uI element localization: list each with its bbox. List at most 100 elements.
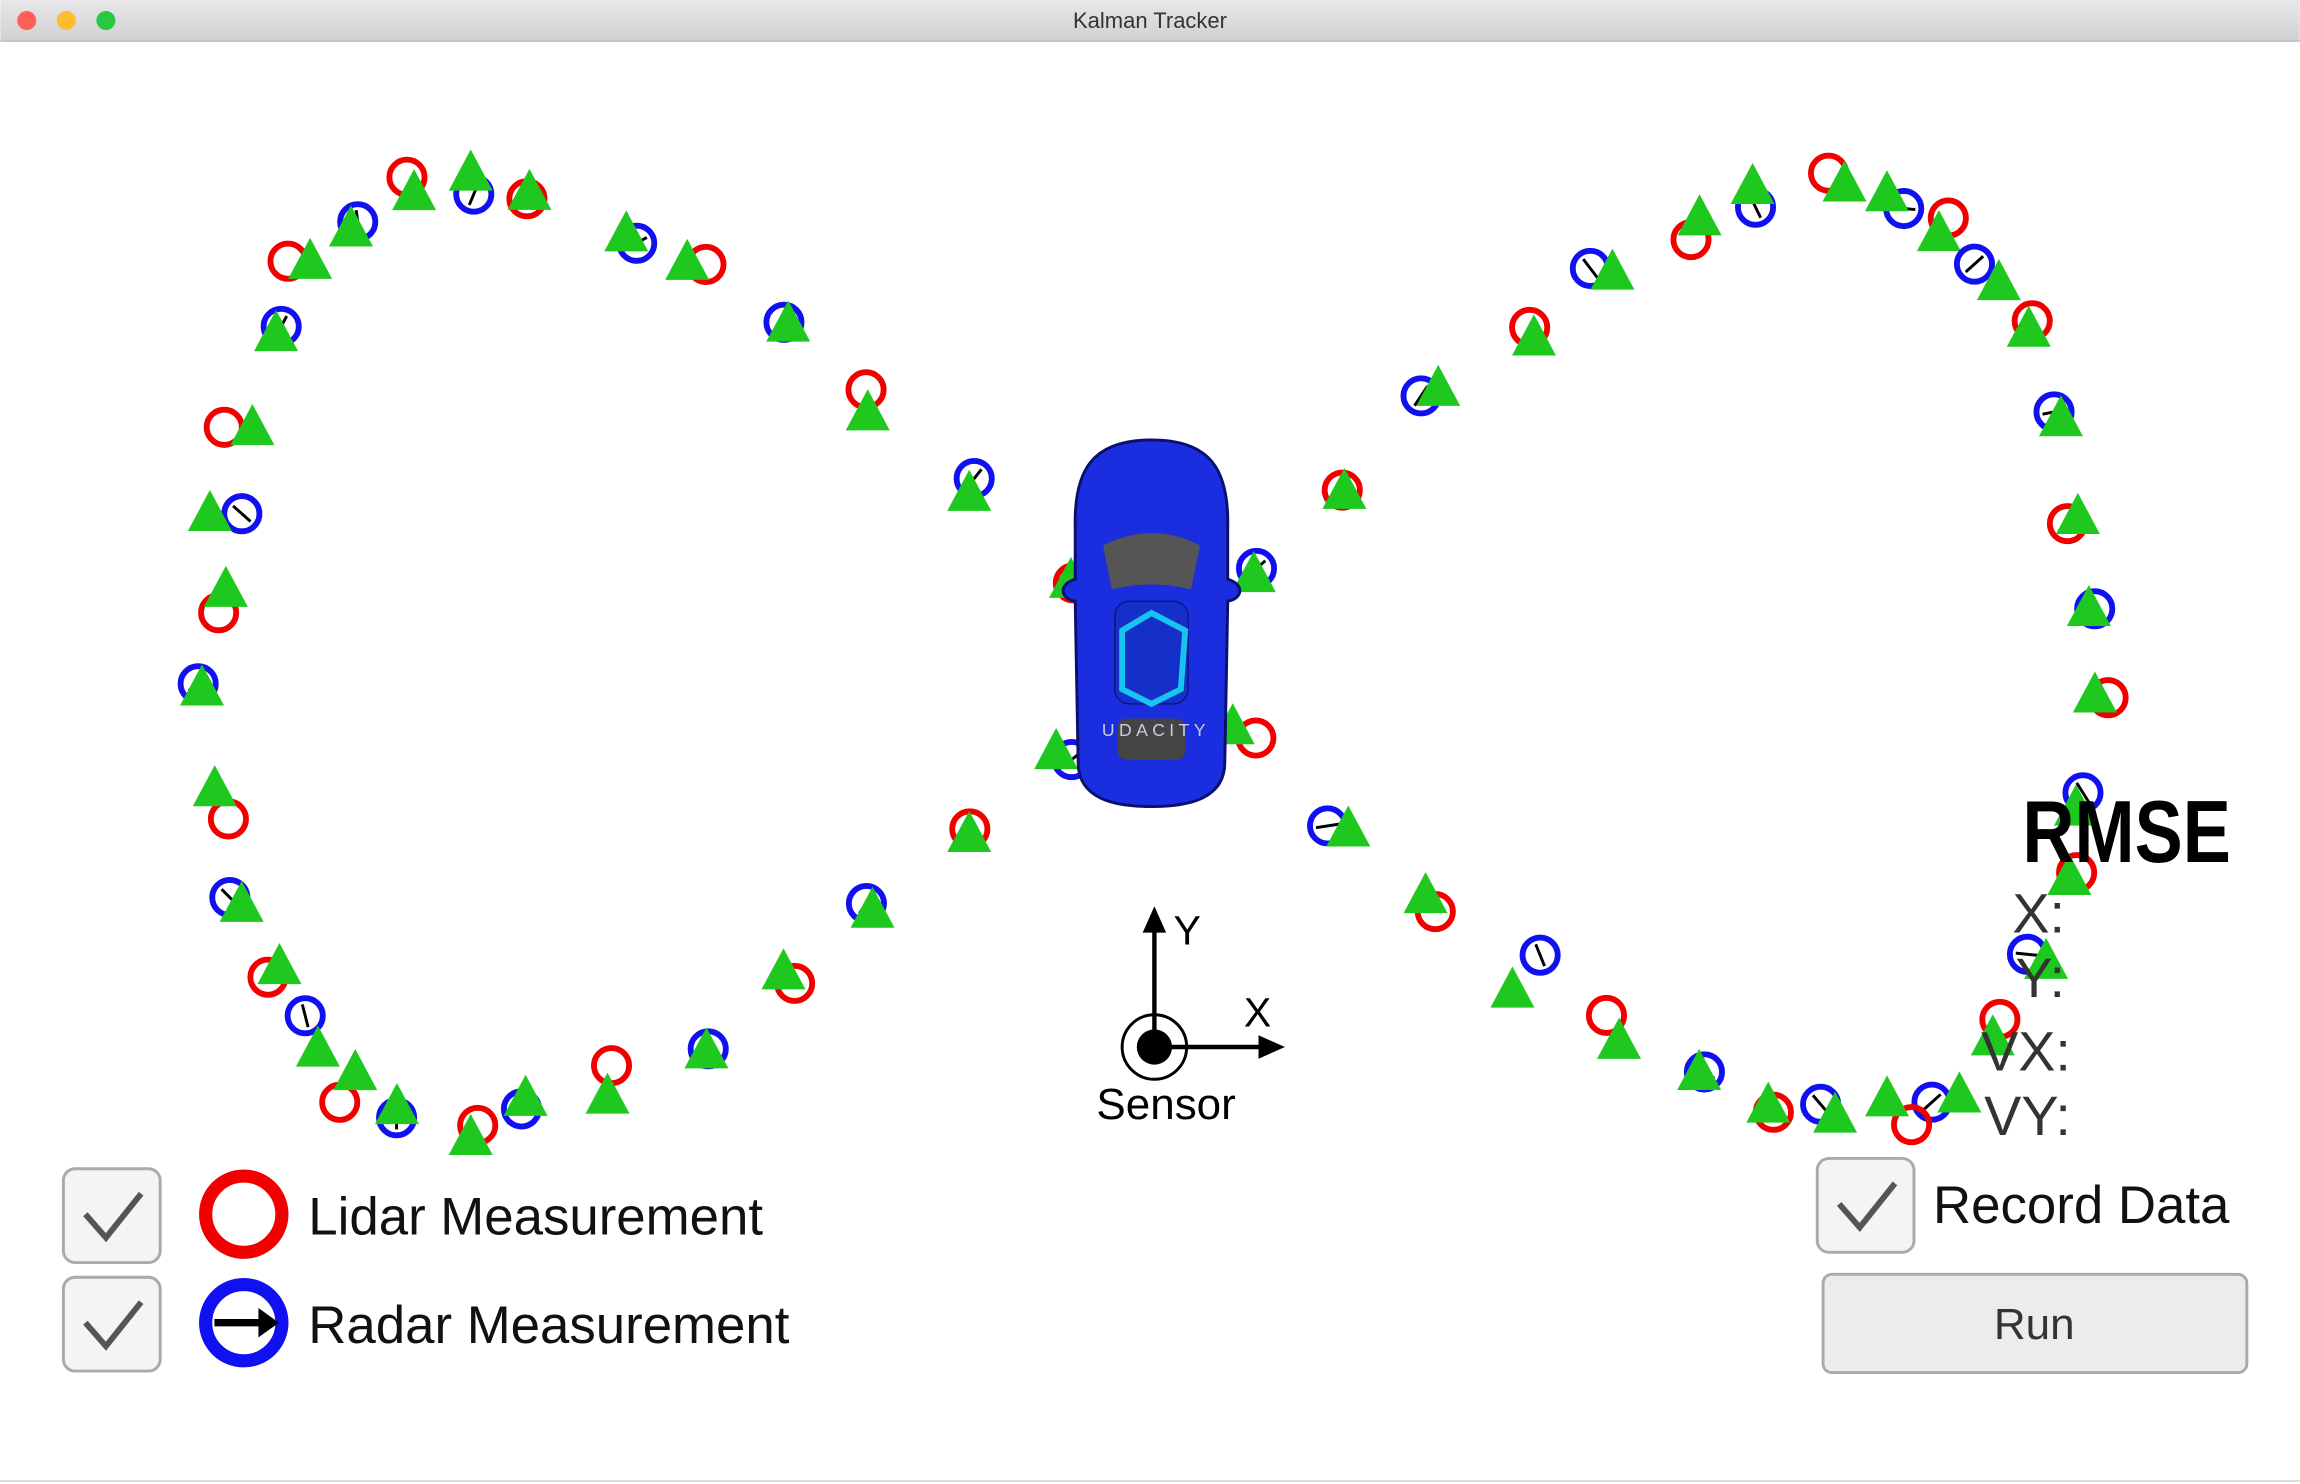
estimate-marker: [187, 489, 232, 532]
radar-legend-label: Radar Measurement: [308, 1296, 789, 1355]
estimate-marker: [507, 168, 552, 210]
zoom-button[interactable]: [96, 10, 116, 31]
sensor-label: Sensor: [1096, 1080, 1235, 1129]
estimate-marker: [180, 664, 224, 706]
estimate-marker: [665, 238, 710, 280]
radar-arrow: [1534, 943, 1546, 967]
estimate-marker: [684, 1027, 729, 1069]
radar-arrow: [2015, 951, 2040, 957]
lidar-checkbox[interactable]: [61, 1167, 162, 1265]
estimate-marker: [1730, 162, 1775, 205]
checkbox-box[interactable]: [61, 1167, 162, 1265]
estimate-marker: [254, 310, 299, 352]
estimate-marker: [1231, 551, 1276, 593]
radar-arrow: [232, 504, 252, 523]
radar-arrow: [300, 1004, 310, 1028]
estimate-marker: [192, 765, 237, 807]
estimate-marker: [2006, 305, 2051, 347]
car-brand: UDACITY: [1102, 720, 1210, 740]
estimate-marker: [585, 1072, 630, 1114]
minimize-button[interactable]: [56, 10, 76, 31]
estimate-marker: [288, 237, 333, 279]
radar-arrow: [1922, 1093, 1942, 1112]
estimate-marker: [1822, 160, 1867, 202]
check-mark: [83, 1300, 144, 1351]
estimate-marker: [2038, 395, 2083, 437]
estimate-marker: [503, 1074, 548, 1116]
window-title: Kalman Tracker: [1073, 8, 1227, 33]
estimate-marker: [295, 1025, 340, 1067]
radar-arrow: [1582, 258, 1599, 279]
estimate-marker: [2055, 492, 2100, 534]
x-axis-label: X: [1244, 989, 1271, 1035]
sensor-dot: [1136, 1029, 1172, 1065]
estimate-marker: [1326, 805, 1371, 847]
estimate-marker: [1746, 1081, 1791, 1123]
estimate-marker: [448, 149, 493, 191]
estimate-marker: [947, 469, 992, 511]
estimate-marker: [219, 880, 264, 922]
radar-legend-icon: [199, 1277, 289, 1368]
estimate-marker: [333, 1049, 378, 1091]
estimate-marker: [1976, 259, 2021, 301]
estimate-marker: [1970, 1014, 2015, 1056]
sensor-axes: Y X Sensor: [1096, 906, 1285, 1129]
car-rear-window: [1117, 718, 1186, 760]
sensor-ring: [1120, 1013, 1189, 1081]
estimate-marker: [1597, 1017, 1642, 1059]
rmse-title: RMSE: [2022, 784, 2230, 882]
lidar-legend-icon: [199, 1169, 289, 1259]
estimate-marker: [1590, 248, 1635, 290]
check-mark: [1837, 1181, 1898, 1232]
estimate-marker: [1865, 1075, 1910, 1117]
close-button[interactable]: [17, 10, 37, 31]
estimate-marker: [1490, 966, 1535, 1008]
run-label[interactable]: Run: [1994, 1300, 2075, 1349]
estimate-marker: [448, 1113, 493, 1155]
x-arrow-head: [1258, 1035, 1285, 1059]
car-windshield: [1103, 533, 1200, 590]
estimate-marker: [1034, 728, 1079, 770]
checkbox-box[interactable]: [1815, 1156, 1916, 1254]
estimate-marker: [374, 1083, 419, 1125]
radar-marker: [1953, 243, 1996, 285]
estimate-marker: [1677, 1048, 1722, 1090]
radar-marker: [284, 995, 326, 1037]
estimate-marker: [392, 169, 437, 211]
estimate-marker: [766, 300, 811, 342]
record-label: Record Data: [1933, 1176, 2230, 1235]
estimate-marker: [203, 565, 248, 607]
rmse-y-label: Y:: [2015, 947, 2065, 1009]
radar-checkbox[interactable]: [61, 1275, 162, 1373]
title-bar: [0, 0, 2300, 42]
y-axis-label: Y: [1173, 907, 1200, 953]
estimate-marker: [1322, 467, 1367, 509]
record-checkbox[interactable]: [1815, 1156, 1916, 1254]
estimate-marker: [2024, 937, 2069, 979]
radar-arrow: [2075, 782, 2091, 804]
estimate-marker: [328, 205, 373, 247]
estimate-marker: [230, 404, 275, 446]
estimate-marker: [1916, 210, 1961, 252]
checkbox-box[interactable]: [61, 1275, 162, 1373]
estimate-marker: [1511, 314, 1556, 356]
check-mark: [83, 1191, 144, 1243]
radar-legend-arrow-head: [258, 1308, 279, 1338]
run-button[interactable]: [1821, 1272, 2249, 1375]
estimate-marker: [845, 389, 890, 431]
estimate-marker: [257, 943, 302, 985]
radar-marker: [1519, 934, 1561, 976]
estimate-marker: [1403, 872, 1448, 914]
car: UDACITY: [1061, 438, 1242, 808]
estimate-marker: [761, 948, 806, 990]
estimate-marker: [1416, 364, 1461, 406]
estimate-marker: [2047, 853, 2092, 896]
estimate-marker: [2066, 584, 2111, 627]
lidar-marker: [1585, 994, 1627, 1036]
estimate-marker: [604, 210, 649, 252]
rmse-vy-label: VY:: [1984, 1085, 2071, 1147]
lidar-marker: [1891, 1104, 1933, 1146]
radar-marker: [221, 493, 263, 535]
